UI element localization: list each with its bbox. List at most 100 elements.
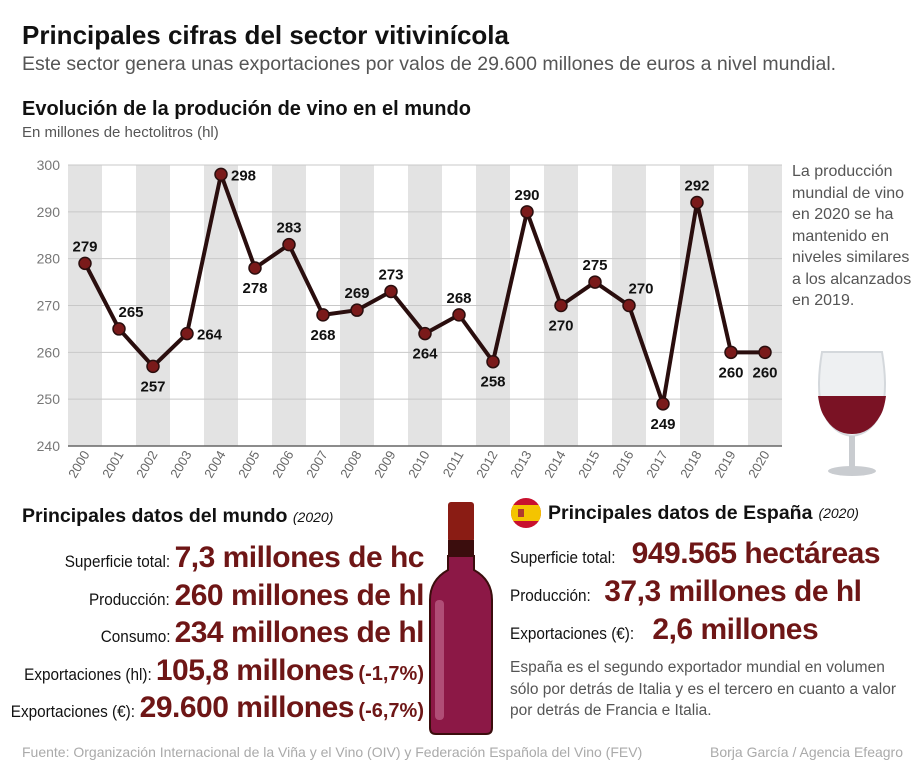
data-label: 283: [276, 220, 301, 237]
x-tick-label: 2005: [235, 448, 262, 481]
data-point: [384, 284, 398, 299]
data-label: 269: [344, 285, 369, 302]
x-tick-label: 2013: [507, 448, 534, 481]
x-tick-label: 2020: [745, 448, 772, 481]
data-point: [282, 237, 296, 252]
x-tick-label: 2012: [473, 448, 500, 481]
spain-section-title: Principales datos de España (2020): [510, 497, 910, 529]
data-label: 273: [378, 266, 403, 283]
world-stat-row: Exportaciones (€): 29.600 millones (-6,7…: [0, 691, 424, 725]
y-tick-label: 240: [37, 438, 61, 454]
world-section-title: Principales datos del mundo (2020): [22, 505, 424, 528]
y-tick-label: 270: [37, 298, 61, 314]
data-label: 270: [548, 318, 573, 335]
stat-label: Exportaciones (€):: [11, 702, 136, 721]
stat-label: Exportaciones (€):: [510, 624, 635, 643]
spain-note: España es el segundo exportador mundial …: [510, 659, 896, 719]
data-label: 257: [140, 378, 165, 395]
source-footer: Fuente: Organización Internacional de la…: [22, 744, 643, 760]
wine-glass-icon: [818, 351, 886, 476]
data-point: [316, 308, 330, 322]
data-label: 268: [310, 327, 335, 344]
x-tick-label: 2019: [711, 448, 738, 481]
stat-value: 29.600 millones: [139, 691, 355, 724]
x-tick-label: 2017: [643, 448, 670, 481]
x-tick-label: 2015: [575, 448, 602, 481]
data-label: 265: [118, 304, 143, 321]
spain-stat-row: Exportaciones (€): 2,6 millones: [510, 613, 819, 647]
stat-label: Superficie total:: [64, 552, 171, 571]
stat-value: 260 millones de hl: [174, 578, 425, 612]
data-point: [690, 195, 704, 210]
data-point: [180, 326, 194, 341]
page-title: Principales cifras del sector vitiviníco…: [22, 20, 509, 50]
stat-value: 37,3 millones de hl: [604, 575, 862, 608]
stat-value: 2,6 millones: [652, 613, 819, 646]
world-title: Principales datos del mundo: [22, 505, 288, 527]
world-data-section: Principales datos del mundo (2020) Super…: [11, 505, 425, 735]
data-point: [78, 256, 92, 271]
data-label: 279: [72, 238, 97, 255]
line-chart: 240 250 260 270 280 290 300 2000 2001 2002 2003 200…: [37, 157, 782, 481]
data-label: 264: [197, 327, 223, 344]
spain-year: (2020): [818, 505, 859, 521]
x-tick-label: 2018: [677, 448, 704, 481]
data-point: [724, 345, 738, 360]
data-label: 278: [242, 280, 267, 297]
stat-change: (-1,7%): [358, 662, 424, 685]
stat-change: (-6,7%): [358, 700, 424, 722]
data-label: 268: [446, 290, 471, 307]
stat-label: Exportaciones (hl):: [23, 664, 152, 684]
world-stat-row: Producción: 260 millones de hl: [80, 579, 424, 613]
data-point: [486, 354, 500, 369]
x-tick-label: 2000: [65, 448, 92, 481]
data-point: [588, 275, 602, 289]
spain-title: Principales datos de España: [548, 501, 813, 524]
data-label: 270: [628, 281, 653, 298]
y-tick-label: 260: [37, 344, 61, 360]
x-tick-label: 2004: [201, 448, 228, 481]
data-point: [350, 303, 364, 317]
stat-label: Producción:: [89, 589, 171, 609]
credit-footer: Borja García / Agencia Efeagro: [710, 744, 903, 760]
data-label: 260: [718, 364, 743, 381]
world-stat-row: Superficie total: 7,3 millones de hc: [53, 541, 425, 575]
x-tick-label: 2001: [99, 448, 126, 481]
data-label: 275: [582, 257, 607, 274]
data-point: [554, 298, 568, 313]
data-label: 298: [231, 167, 256, 184]
stat-label: Consumo:: [100, 627, 171, 646]
data-point: [418, 326, 432, 341]
y-tick-label: 290: [37, 204, 61, 220]
wine-bottle-icon: [429, 502, 493, 735]
stat-value: 7,3 millones de hc: [174, 541, 425, 574]
x-tick-label: 2016: [609, 448, 636, 481]
data-point: [622, 298, 636, 313]
chart-unit: En millones de hectolitros (hl): [22, 124, 219, 141]
x-tick-label: 2014: [541, 448, 568, 481]
x-tick-label: 2008: [337, 448, 364, 481]
data-point: [520, 205, 534, 219]
data-label: 292: [684, 177, 709, 194]
y-tick-label: 280: [37, 251, 61, 267]
data-point: [452, 308, 466, 322]
stat-value: 234 millones de hl: [174, 616, 425, 649]
spain-flag-icon: [511, 498, 541, 528]
data-point: [656, 397, 670, 411]
x-tick-label: 2010: [405, 448, 432, 481]
data-label: 258: [480, 374, 505, 391]
x-tick-label: 2007: [303, 448, 330, 481]
data-point: [146, 359, 160, 374]
x-tick-label: 2011: [440, 448, 467, 480]
stat-value: 949.565 hectáreas: [631, 537, 881, 570]
data-point: [112, 322, 126, 336]
spain-data-section: Principales datos de España (2020) Superf…: [510, 497, 910, 646]
data-label: 260: [752, 364, 777, 381]
chart-note: La producción mundial de vino en 2020 se…: [792, 163, 912, 309]
x-tick-label: 2006: [269, 448, 296, 481]
data-point: [758, 345, 772, 360]
chart-title: Evolución de la produción de vino en el …: [22, 98, 471, 120]
data-point: [248, 261, 262, 275]
page-subtitle: Este sector genera unas exportaciones po…: [22, 53, 837, 75]
data-point: [214, 167, 228, 182]
